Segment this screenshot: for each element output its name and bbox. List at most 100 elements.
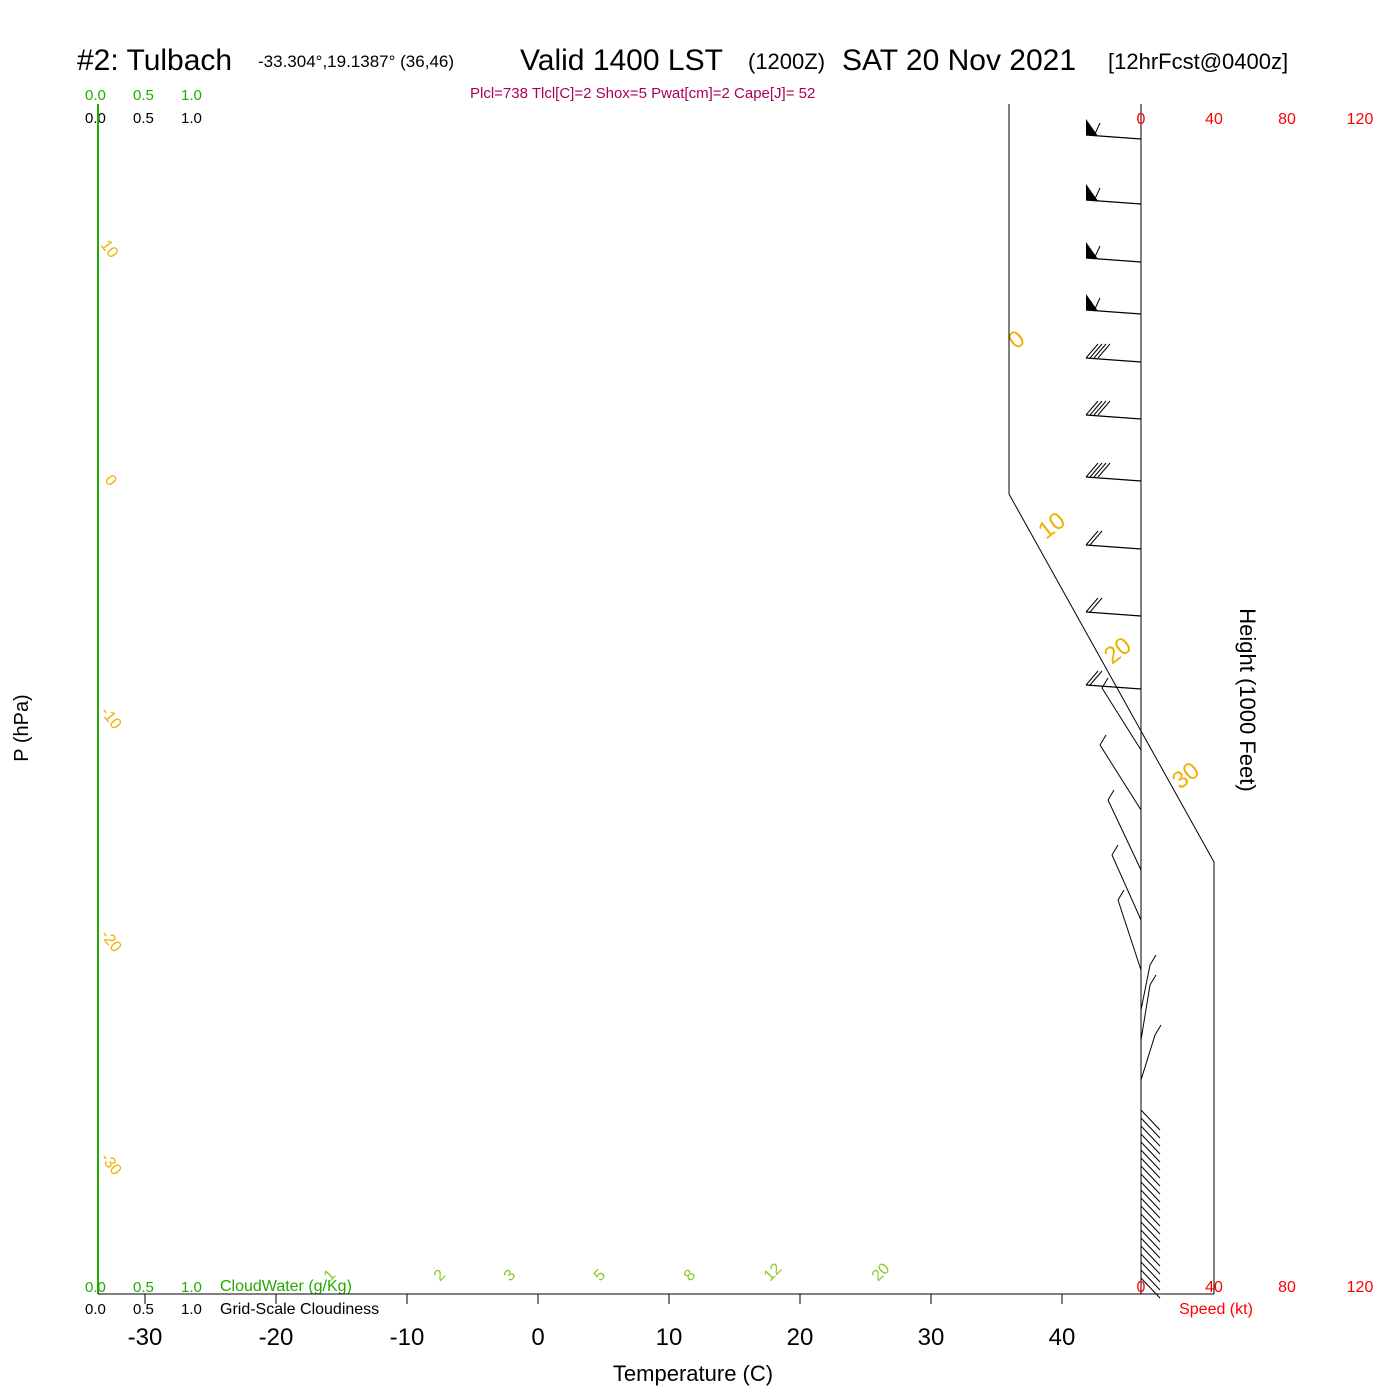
wind-barb xyxy=(1107,789,1142,871)
x-tick-label: 30 xyxy=(918,1324,945,1351)
wind-barb-low xyxy=(1140,1205,1161,1227)
bot-cl-tick-0: 0.0 xyxy=(85,1301,106,1318)
wind-barb-low xyxy=(1140,1125,1161,1147)
mixing-ratio-label: 3 xyxy=(501,1266,519,1284)
speed-tick-label-bottom: 0 xyxy=(1137,1279,1146,1296)
isotherm-label: -10 xyxy=(97,704,125,733)
zulu-time: (1200Z) xyxy=(748,49,825,74)
bot-cw-tick-0: 0.0 xyxy=(85,1279,106,1296)
mixing-ratio-label: 2 xyxy=(431,1266,449,1284)
mixing-ratio-label: 12 xyxy=(761,1260,786,1285)
forecast-info: [12hrFcst@0400z] xyxy=(1108,49,1288,74)
wind-barb-low xyxy=(1140,1189,1161,1211)
wind-barb-low xyxy=(1140,1213,1161,1235)
isotherm-label: 10 xyxy=(1033,507,1071,545)
height-axis-label: Height (1000 Feet) xyxy=(1235,608,1260,791)
wind-barb-low xyxy=(1140,1109,1161,1131)
top-cl-tick-2: 1.0 xyxy=(181,110,202,127)
wind-barb xyxy=(1085,294,1142,315)
speed-tick-label-bottom: 120 xyxy=(1347,1279,1374,1296)
wind-barb-low xyxy=(1140,1221,1161,1243)
isotherm-label: 0 xyxy=(101,472,120,490)
isotherm-label: 30 xyxy=(1167,757,1205,795)
wind-barb-low xyxy=(1140,1197,1161,1219)
wind-barb xyxy=(1140,974,1157,1041)
wind-barb-low xyxy=(1140,1269,1161,1291)
speed-tick-label-top: 120 xyxy=(1347,111,1374,128)
isotherm-label: 20 xyxy=(1099,632,1137,670)
speed-tick-label-top: 0 xyxy=(1137,111,1146,128)
x-tick-label: 0 xyxy=(531,1324,544,1351)
speed-tick-label-bottom: 80 xyxy=(1278,1279,1296,1296)
wind-barb xyxy=(1140,1024,1162,1081)
speed-tick-label-top: 80 xyxy=(1278,111,1296,128)
wind-barb-low xyxy=(1140,1277,1161,1299)
top-cloudwater-scale: 0.0 0.5 1.0 xyxy=(85,87,202,104)
wind-barb xyxy=(1101,677,1142,751)
wind-barb xyxy=(1117,889,1142,971)
bot-cl-tick-1: 0.5 xyxy=(133,1301,154,1318)
wind-barb-low xyxy=(1140,1133,1161,1155)
wind-barb xyxy=(1085,242,1142,263)
speed-tick-label-top: 40 xyxy=(1205,111,1223,128)
wind-barb-low xyxy=(1140,1173,1161,1195)
wind-barb xyxy=(1140,954,1157,1011)
bot-cl-tick-2: 1.0 xyxy=(181,1301,202,1318)
bottom-cloudwater-scale: 0.0 0.5 1.0 CloudWater (g/Kg) xyxy=(85,1278,352,1296)
y-axis-label: P (hPa) xyxy=(11,694,33,761)
x-tick-label: -20 xyxy=(259,1324,294,1351)
x-tick-label: -30 xyxy=(128,1324,163,1351)
station-title: #2: Tulbach xyxy=(77,44,232,77)
wind-barb-low xyxy=(1140,1165,1161,1187)
wind-barb-low xyxy=(1140,1141,1161,1163)
top-cw-tick-0: 0.0 xyxy=(85,87,106,104)
wind-barb xyxy=(1111,844,1142,921)
axes: -30-20-100102030402503004005007008501000… xyxy=(128,111,1374,1351)
wind-barb-low xyxy=(1140,1117,1161,1139)
top-cw-tick-2: 1.0 xyxy=(181,87,202,104)
isotherm-label: -20 xyxy=(97,927,125,956)
valid-time: Valid 1400 LST xyxy=(520,44,723,77)
top-cloudiness-scale: 0.0 0.5 1.0 xyxy=(85,110,202,127)
wind-barb xyxy=(1085,343,1142,363)
valid-date: SAT 20 Nov 2021 xyxy=(842,44,1076,77)
wind-barb xyxy=(1085,462,1142,482)
x-tick-label: 10 xyxy=(656,1324,683,1351)
x-axis-label: Temperature (C) xyxy=(613,1361,773,1386)
wind-barb-low xyxy=(1140,1157,1161,1179)
wind-barb xyxy=(1085,400,1142,420)
top-cw-tick-1: 0.5 xyxy=(133,87,154,104)
wind-barb xyxy=(1085,530,1142,550)
wind-barb xyxy=(1085,184,1142,205)
top-cl-tick-0: 0.0 xyxy=(85,110,106,127)
x-tick-label: -10 xyxy=(390,1324,425,1351)
mixing-ratio-label: 5 xyxy=(591,1266,609,1284)
isotherm-label: 10 xyxy=(97,237,121,262)
wind-barb xyxy=(1085,670,1142,690)
speed-axis-label: Speed (kt) xyxy=(1179,1301,1253,1318)
sounding-indices: Plcl=738 Tlcl[C]=2 Shox=5 Pwat[cm]=2 Cap… xyxy=(470,85,815,102)
wind-barb xyxy=(1099,734,1142,811)
speed-tick-label-bottom: 40 xyxy=(1205,1279,1223,1296)
wind-barb-low xyxy=(1140,1237,1161,1259)
wind-barb-low xyxy=(1140,1261,1161,1283)
bottom-cloudiness-scale: 0.0 0.5 1.0 Grid-Scale Cloudiness xyxy=(85,1301,379,1318)
isotherm-label: -30 xyxy=(97,1150,125,1179)
mixing-ratio-label: 20 xyxy=(869,1260,894,1285)
bot-cw-tick-2: 1.0 xyxy=(181,1279,202,1296)
wind-barb-low xyxy=(1140,1181,1161,1203)
wind-barb-low xyxy=(1140,1229,1161,1251)
station-coords: -33.304°,19.1387° (36,46) xyxy=(258,52,454,71)
cloudwater-label: CloudWater (g/Kg) xyxy=(220,1278,352,1295)
wind-barb-low xyxy=(1140,1149,1161,1171)
x-tick-label: 40 xyxy=(1049,1324,1076,1351)
wind-barb-low xyxy=(1140,1245,1161,1267)
x-tick-label: 20 xyxy=(787,1324,814,1351)
bot-cw-tick-1: 0.5 xyxy=(133,1279,154,1296)
isotherm-label: 0 xyxy=(1003,325,1030,355)
wind-barb xyxy=(1085,597,1142,617)
cloudiness-label: Grid-Scale Cloudiness xyxy=(220,1301,379,1318)
plot-frame xyxy=(97,104,1215,1295)
wind-barb-low xyxy=(1140,1253,1161,1275)
